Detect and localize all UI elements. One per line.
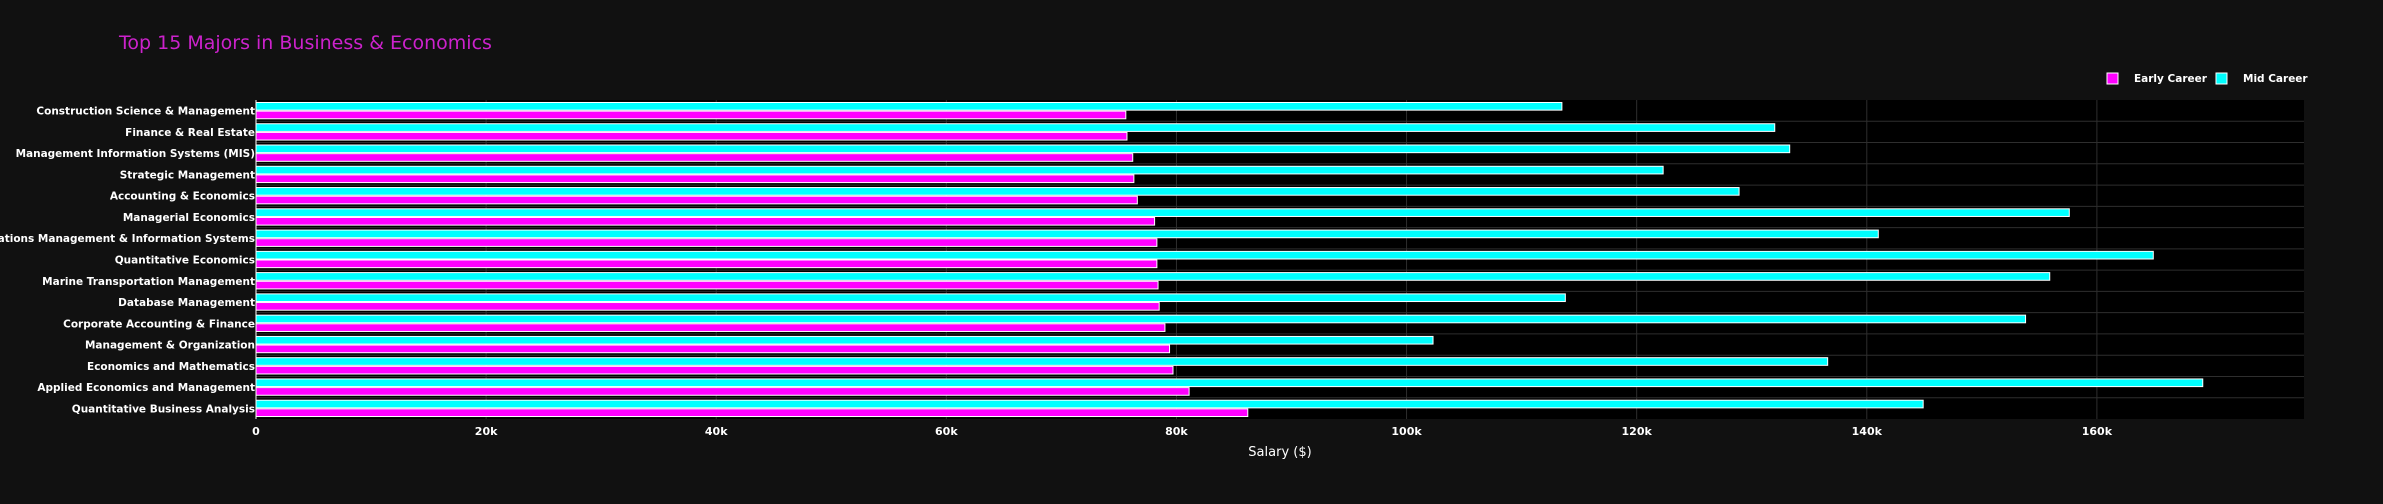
category-label: Database Management — [118, 297, 255, 309]
category-label: Construction Science & Management — [36, 106, 255, 118]
bar-mid-career[interactable] — [255, 208, 2070, 217]
bar-mid-career[interactable] — [255, 399, 1924, 409]
bar-early-career[interactable] — [255, 387, 1190, 396]
x-tick-label: 140k — [1852, 425, 1883, 438]
bar-early-career[interactable] — [255, 153, 1134, 162]
legend-item-mid-career[interactable]: Mid Career — [2215, 72, 2308, 85]
legend: Early Career Mid Career — [2106, 72, 2308, 85]
category-label: Marine Transportation Management — [42, 276, 255, 288]
bar-early-career[interactable] — [255, 238, 1158, 247]
bar-mid-career[interactable] — [255, 335, 1434, 345]
bar-mid-career[interactable] — [255, 272, 2051, 281]
bar-mid-career[interactable] — [255, 357, 1829, 366]
x-tick-labels: 0 20k 40k 60k 80k 100k 120k 140k 160k — [252, 425, 2113, 438]
bar-mid-career[interactable] — [255, 144, 1791, 154]
bars — [255, 101, 2204, 418]
category-label: Finance & Real Estate — [125, 127, 255, 139]
category-label: Managerial Economics — [123, 212, 255, 224]
bar-early-career[interactable] — [255, 110, 1127, 120]
category-label: Management Information Systems (MIS) — [16, 148, 255, 160]
bar-mid-career[interactable] — [255, 250, 2154, 260]
category-label: Quantitative Business Analysis — [72, 403, 255, 415]
category-label: Strategic Management — [120, 169, 255, 181]
category-label: Quantitative Economics — [115, 255, 255, 267]
grid-lines — [255, 100, 2304, 419]
bar-early-career[interactable] — [255, 131, 1128, 141]
legend-item-early-career[interactable]: Early Career — [2106, 72, 2208, 85]
bar-mid-career[interactable] — [255, 187, 1740, 196]
category-labels: Construction Science & Management Finance… — [0, 106, 255, 416]
bar-mid-career[interactable] — [255, 314, 2027, 324]
category-label: Accounting & Economics — [110, 191, 255, 203]
x-tick-label: 100k — [1391, 425, 1422, 438]
bar-mid-career[interactable] — [255, 293, 1566, 303]
bar-early-career[interactable] — [255, 216, 1156, 226]
bar-early-career[interactable] — [255, 365, 1174, 375]
bar-early-career[interactable] — [255, 280, 1159, 290]
bar-early-career[interactable] — [255, 259, 1158, 269]
legend-swatch-early-career — [2106, 72, 2119, 85]
x-tick-label: 120k — [1622, 425, 1653, 438]
x-tick-label: 0 — [252, 425, 260, 438]
bar-early-career[interactable] — [255, 195, 1138, 205]
category-label: Applied Economics and Management — [37, 382, 255, 394]
x-tick-label: 40k — [705, 425, 728, 438]
bar-early-career[interactable] — [255, 408, 1249, 418]
legend-label-mid-career: Mid Career — [2243, 73, 2308, 85]
bar-mid-career[interactable] — [255, 378, 2204, 388]
category-label: Economics and Mathematics — [87, 361, 255, 373]
x-tick-label: 60k — [935, 425, 958, 438]
x-tick-label: 160k — [2082, 425, 2113, 438]
bar-mid-career[interactable] — [255, 229, 1879, 239]
legend-label-early-career: Early Career — [2134, 73, 2208, 85]
category-label: Corporate Accounting & Finance — [63, 318, 255, 330]
bar-mid-career[interactable] — [255, 123, 1776, 132]
bar-mid-career[interactable] — [255, 165, 1664, 175]
bar-early-career[interactable] — [255, 323, 1166, 332]
chart-title: Top 15 Majors in Business & Economics — [118, 32, 492, 54]
plot-background — [256, 100, 2304, 419]
bar-early-career[interactable] — [255, 344, 1171, 354]
bar-early-career[interactable] — [255, 174, 1135, 184]
x-tick-label: 80k — [1165, 425, 1188, 438]
bar-mid-career[interactable] — [255, 101, 1563, 111]
x-axis-title: Salary ($) — [1248, 445, 1311, 460]
category-label: Management & Organization — [85, 340, 255, 352]
bar-early-career[interactable] — [255, 302, 1160, 311]
category-label: Operations Management & Information Syst… — [0, 233, 255, 245]
legend-swatch-mid-career — [2215, 72, 2228, 85]
x-tick-label: 20k — [475, 425, 498, 438]
